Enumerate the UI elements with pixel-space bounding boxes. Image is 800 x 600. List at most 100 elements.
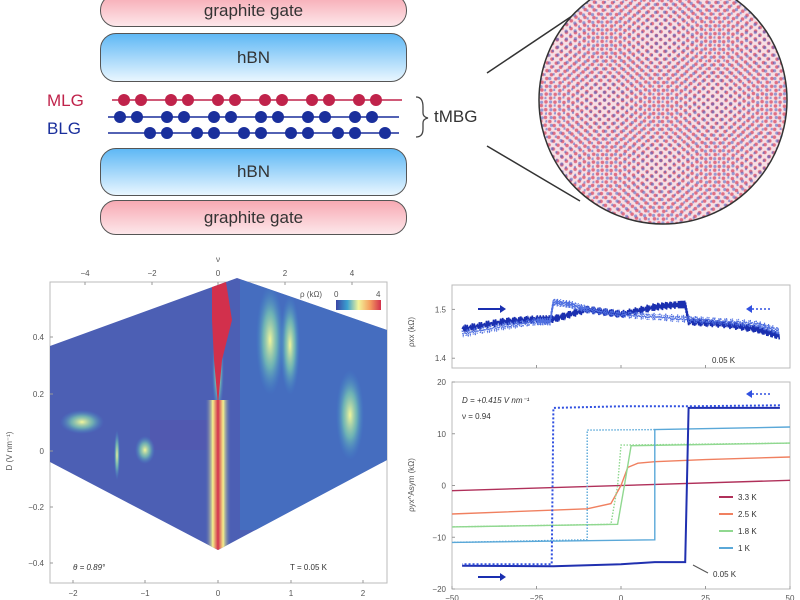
twist-angle-annotation: θ = 0.89°: [73, 563, 106, 572]
ryx-hysteresis-chart: 20 10 0 −10 −20−50 −25 0 25 50 ρyx^Asym (kΩ) D =…: [407, 378, 795, 600]
top-graphite-gate: graphite gate: [100, 0, 407, 27]
ryx-ylabel: ρyx^Asym (kΩ): [407, 458, 416, 512]
atom: [161, 127, 173, 139]
top-tick-label: 0: [216, 269, 221, 278]
left-tick-label: 0: [40, 447, 45, 456]
atom: [208, 111, 220, 123]
atom: [255, 127, 267, 139]
bottom-tick-label: −1: [140, 589, 150, 598]
atom: [161, 111, 173, 123]
bottom-graphite-gate-label: graphite gate: [203, 207, 304, 227]
atom: [114, 111, 126, 123]
left-tick-label: 0.2: [33, 390, 45, 399]
atom: [370, 94, 382, 106]
zoom-line-top: [486, 15, 573, 74]
legend-label: 2.5 K: [738, 510, 757, 519]
atom: [349, 127, 361, 139]
bottom-tick-label: −2: [68, 589, 78, 598]
colorbar: [336, 300, 381, 310]
top-hbn-label: hBN: [236, 47, 271, 67]
atom: [144, 127, 156, 139]
top-tick-label: −4: [80, 269, 90, 278]
atom: [302, 111, 314, 123]
temperature-annotation: T = 0.05 K: [290, 563, 328, 572]
ryx-forward-arrowhead-icon: [500, 573, 506, 581]
rxx-temperature-annotation: 0.05 K: [712, 356, 736, 365]
colorbar-min: 0: [334, 290, 339, 299]
neutrality-peak-upper: [212, 282, 232, 405]
ryx-series-0-05-k: [462, 406, 780, 568]
bottom-tick-label: 1: [289, 589, 294, 598]
ryx-y-tick-label: 10: [437, 430, 446, 439]
filling-annotation: ν = 0.94: [462, 412, 491, 421]
atom: [353, 94, 365, 106]
neutrality-peak-lower: [205, 400, 231, 550]
phase-diagram-chart: −4 −2 0 2 4 ν 0.4 0.2 0 −0.2 −0.4 −2 −1 0 1 2 D (V n…: [5, 255, 388, 598]
blg-label: BLG: [47, 119, 82, 138]
atom: [225, 111, 237, 123]
rxx-series-line: [461, 298, 780, 338]
bottom-hbn-layer: hBN: [100, 148, 407, 196]
nu-axis-label: ν: [216, 255, 220, 264]
atom: [165, 94, 177, 106]
atom: [182, 94, 194, 106]
rxx-tick-label: 1.5: [435, 305, 447, 314]
d-field-annotation: D = +0.415 V nm⁻¹: [462, 396, 530, 405]
zoom-line-bottom: [486, 145, 581, 202]
atom: [306, 94, 318, 106]
atom: [178, 111, 190, 123]
top-tick-label: −2: [147, 269, 157, 278]
rxx-tick-label: 1.4: [435, 354, 447, 363]
moire-circle-outline: [538, 0, 788, 225]
colorbar-max: 4: [376, 290, 381, 299]
tmbg-label: tMBG: [434, 107, 478, 126]
heatmap-plot-area: [50, 278, 387, 550]
atom: [259, 94, 271, 106]
ryx-x-tick-label: 50: [786, 594, 795, 600]
left-tick-label: −0.4: [28, 559, 44, 568]
bottom-graphite-gate: graphite gate: [100, 200, 407, 235]
top-graphite-gate-label: graphite gate: [203, 0, 304, 20]
atom: [366, 111, 378, 123]
ryx-series-1-k-reverse-: [451, 428, 655, 544]
colorbar-label: ρ (kΩ): [300, 290, 322, 299]
mlg-label: MLG: [47, 91, 84, 110]
moire-pattern: [486, 0, 788, 225]
atom: [332, 127, 344, 139]
base-temp-annotation: 0.05 K: [713, 570, 737, 579]
atom: [212, 94, 224, 106]
atom: [229, 94, 241, 106]
atom: [131, 111, 143, 123]
d-axis-label: D (V nm⁻¹): [5, 431, 14, 470]
ryx-x-tick-label: −25: [530, 594, 544, 600]
legend-label: 1 K: [738, 544, 751, 553]
forward-arrowhead-icon: [500, 305, 506, 313]
ryx-y-tick-label: 20: [437, 378, 446, 387]
ryx-x-tick-label: 25: [701, 594, 710, 600]
left-tick-label: 0.4: [33, 333, 45, 342]
legend-label: 1.8 K: [738, 527, 757, 536]
top-tick-label: 2: [283, 269, 288, 278]
ryx-series-0-05-k-reverse-: [462, 404, 780, 566]
atom: [379, 127, 391, 139]
ryx-y-tick-label: 0: [442, 482, 447, 491]
top-hbn-layer: hBN: [100, 33, 407, 82]
ryx-x-tick-label: 0: [619, 594, 624, 600]
rxx-ylabel: ρxx (kΩ): [407, 317, 416, 347]
legend-label: 3.3 K: [738, 493, 757, 502]
atom: [118, 94, 130, 106]
atom: [238, 127, 250, 139]
atom: [272, 111, 284, 123]
atom: [276, 94, 288, 106]
bottom-hbn-label: hBN: [236, 162, 271, 181]
atom: [302, 127, 314, 139]
ryx-x-tick-label: −50: [445, 594, 459, 600]
atom: [319, 111, 331, 123]
ryx-backward-arrowhead-icon: [746, 390, 752, 398]
atom: [323, 94, 335, 106]
atom: [208, 127, 220, 139]
left-tick-label: −0.2: [28, 503, 44, 512]
atom: [135, 94, 147, 106]
rxx-series-line: [461, 300, 781, 340]
atom: [349, 111, 361, 123]
